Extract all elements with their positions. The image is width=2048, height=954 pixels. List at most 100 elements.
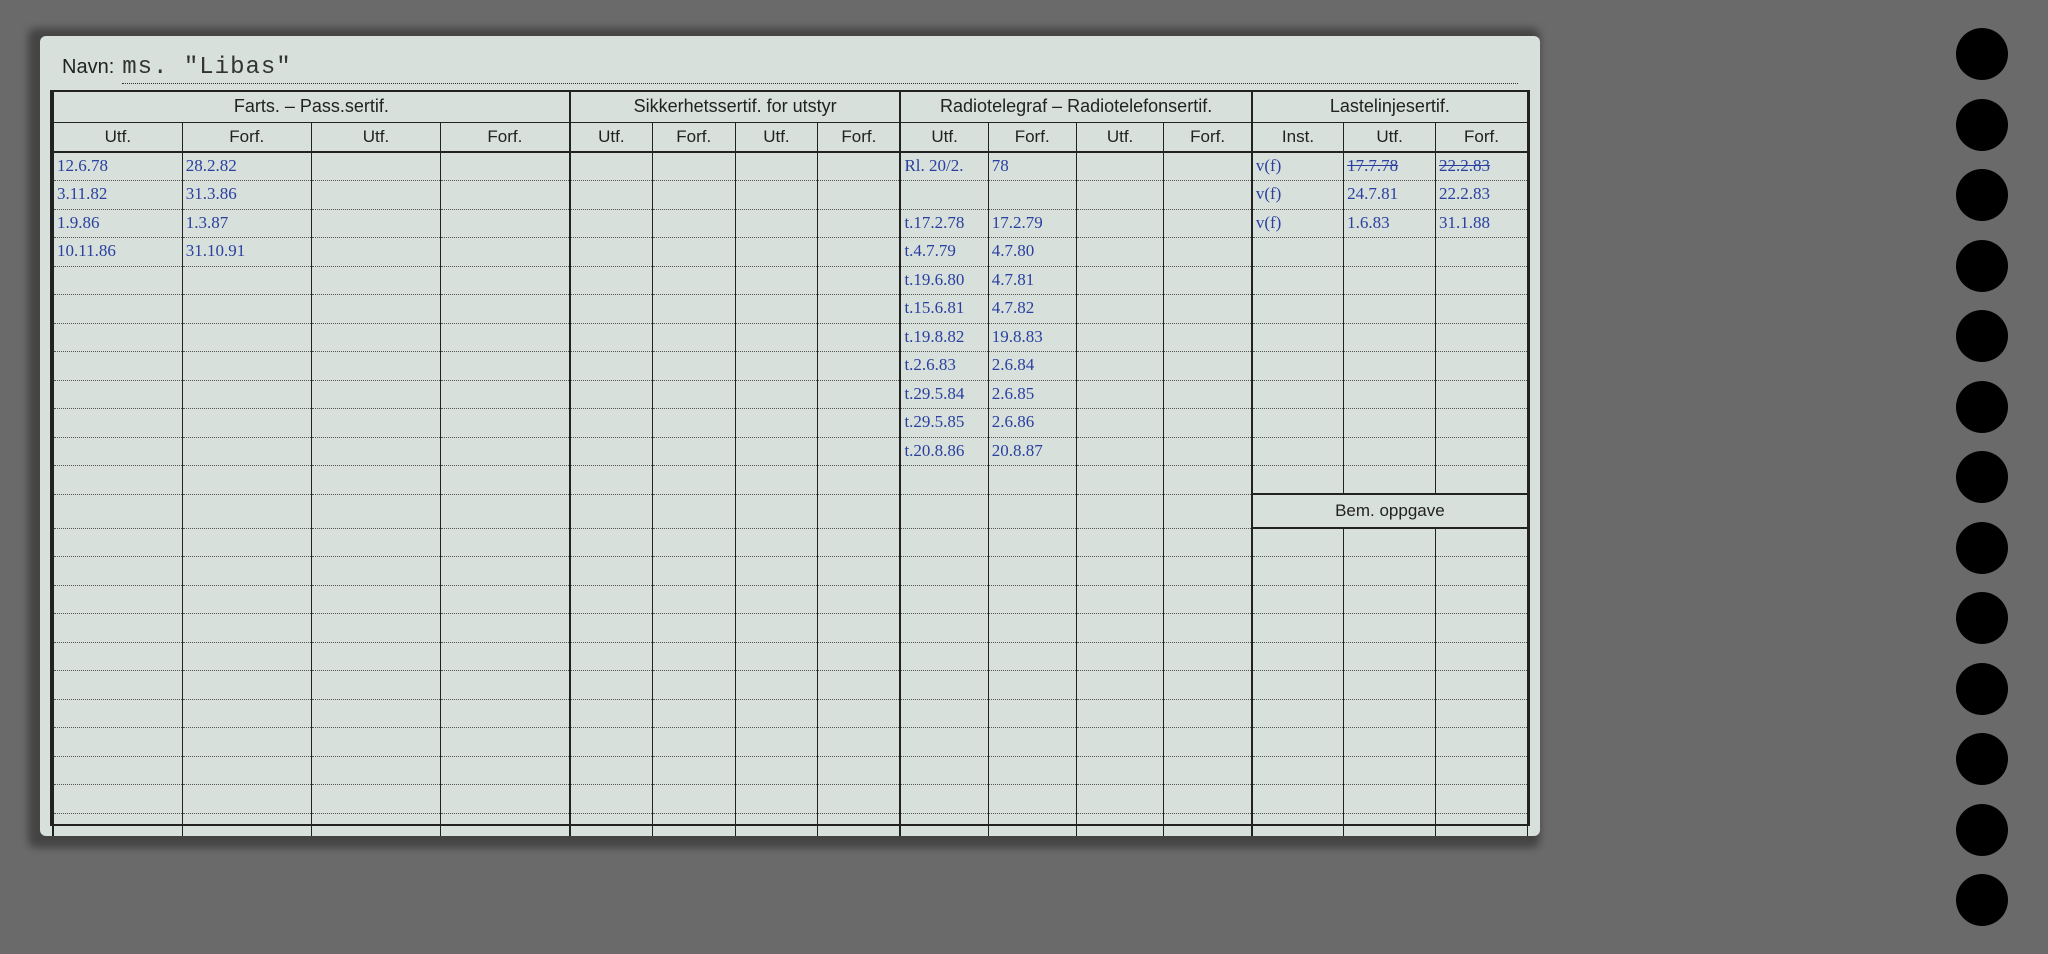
cell: [1076, 323, 1164, 352]
cell: [1164, 585, 1252, 614]
cell: [53, 295, 182, 324]
cell: [53, 409, 182, 438]
cell: [441, 585, 570, 614]
cell: [900, 614, 988, 643]
col-header: Utf.: [53, 122, 182, 152]
cell: [1164, 813, 1252, 836]
table-row: 12.6.7828.2.82Rl. 20/2.78v(f)17.7.7822.2…: [53, 152, 1528, 181]
cell: [818, 585, 901, 614]
cell: 22.2.83: [1436, 181, 1528, 210]
cell: [735, 352, 818, 381]
cell: 78: [988, 152, 1076, 181]
handwritten-value: 31.1.88: [1436, 213, 1490, 232]
cell: [1164, 671, 1252, 700]
cell: [441, 466, 570, 495]
cell: [1164, 494, 1252, 528]
cell: [441, 671, 570, 700]
cell: [441, 494, 570, 528]
cell: [1252, 728, 1344, 757]
cell: [53, 785, 182, 814]
cell: [53, 728, 182, 757]
cell: [818, 266, 901, 295]
cell: [182, 295, 311, 324]
cell: [570, 266, 653, 295]
cell: [1164, 181, 1252, 210]
cell: [735, 756, 818, 785]
cell: [652, 181, 735, 210]
handwritten-value: 22.2.83: [1436, 184, 1490, 203]
cell: [441, 266, 570, 295]
cell: [818, 642, 901, 671]
section-radio: Radiotelegraf – Radiotelefonsertif.: [900, 92, 1251, 122]
cell: [818, 756, 901, 785]
cell: 31.3.86: [182, 181, 311, 210]
cell: [182, 756, 311, 785]
cell: [1436, 557, 1528, 586]
handwritten-value: t.19.8.82: [901, 327, 964, 346]
cell: [1076, 728, 1164, 757]
cell: [900, 466, 988, 495]
cell: [53, 323, 182, 352]
cell: [441, 437, 570, 466]
cell: [900, 728, 988, 757]
cell: [1076, 614, 1164, 643]
cell: [53, 528, 182, 557]
cell: [1436, 437, 1528, 466]
cell: 20.8.87: [988, 437, 1076, 466]
cell: [1164, 238, 1252, 267]
cell: 4.7.81: [988, 266, 1076, 295]
binder-hole: [1956, 28, 2008, 80]
cell: [570, 813, 653, 836]
name-value: ms. "Libas": [122, 54, 1518, 84]
cell: 2.6.86: [988, 409, 1076, 438]
cell: [1164, 528, 1252, 557]
cell: [1076, 642, 1164, 671]
bem-oppgave-header: Bem. oppgave: [1252, 494, 1528, 528]
cell: [818, 209, 901, 238]
handwritten-value: 17.7.78: [1344, 156, 1398, 175]
cell: [53, 671, 182, 700]
cell: [311, 642, 440, 671]
cell: [1164, 152, 1252, 181]
cell: [1252, 671, 1344, 700]
table-row: [53, 528, 1528, 557]
cell: [1436, 585, 1528, 614]
table-row: 1.9.861.3.87t.17.2.7817.2.79v(f)1.6.8331…: [53, 209, 1528, 238]
cell: Rl. 20/2.: [900, 152, 988, 181]
cell: [1076, 295, 1164, 324]
cell: [1076, 437, 1164, 466]
cell: [652, 152, 735, 181]
cell: [570, 756, 653, 785]
col-header: Forf.: [441, 122, 570, 152]
cell: [570, 380, 653, 409]
cell: [1344, 295, 1436, 324]
cell: [1252, 352, 1344, 381]
cell: [441, 152, 570, 181]
cell: [1252, 466, 1344, 495]
cell: [1436, 409, 1528, 438]
cell: [818, 181, 901, 210]
binder-hole: [1956, 451, 2008, 503]
cell: [53, 614, 182, 643]
cell: [988, 785, 1076, 814]
cell: [988, 528, 1076, 557]
cell: [1344, 437, 1436, 466]
cell: [818, 437, 901, 466]
cell: [53, 557, 182, 586]
cell: [311, 494, 440, 528]
cell: [53, 352, 182, 381]
cell: [652, 209, 735, 238]
cell: 4.7.82: [988, 295, 1076, 324]
table-row: [53, 699, 1528, 728]
cell: [1252, 642, 1344, 671]
cell: [1164, 295, 1252, 324]
cell: [1076, 785, 1164, 814]
cell: 31.1.88: [1436, 209, 1528, 238]
cell: [818, 323, 901, 352]
cell: [818, 813, 901, 836]
cell: [311, 181, 440, 210]
cell: [1344, 813, 1436, 836]
cell: 10.11.86: [53, 238, 182, 267]
cell: [441, 528, 570, 557]
cell: [735, 466, 818, 495]
